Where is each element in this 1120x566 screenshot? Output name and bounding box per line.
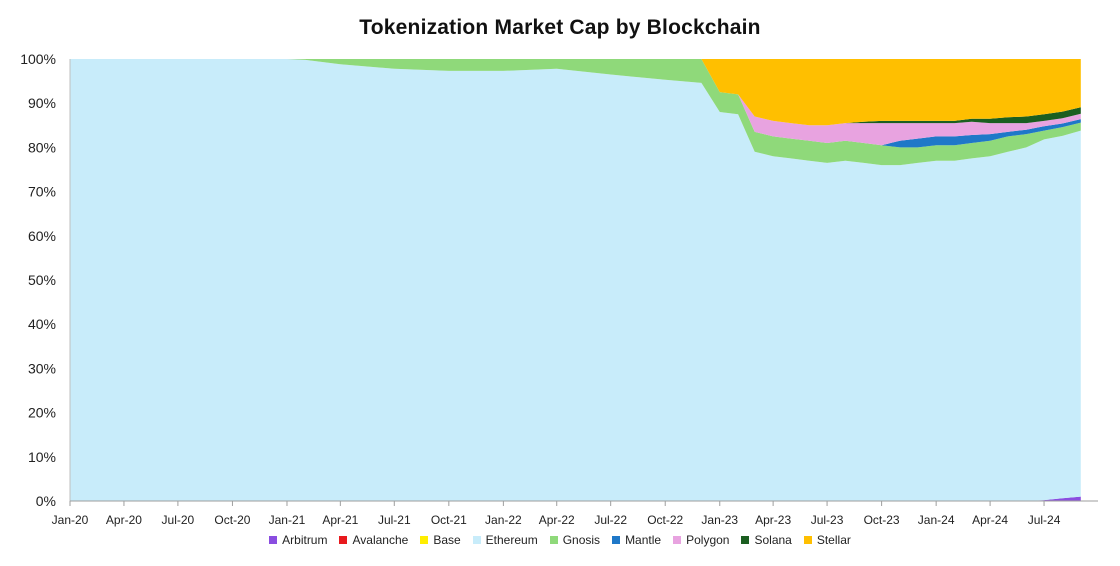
x-tick-label: Jan-21 (269, 513, 306, 527)
y-tick-label: 80% (28, 139, 56, 155)
plot-areas (70, 59, 1081, 501)
legend: Arbitrum Avalanche Base Ethereum Gnosis Mantl… (0, 533, 1120, 547)
legend-swatch (612, 536, 621, 544)
legend-item-mantle: Mantle (612, 533, 661, 547)
legend-label: Gnosis (562, 533, 601, 547)
legend-item-ethereum: Ethereum (472, 533, 538, 547)
x-tick-label: Oct-22 (647, 513, 683, 527)
legend-item-solana: Solana (741, 533, 792, 547)
legend-swatch (549, 536, 558, 544)
x-tick-label: Jan-20 (52, 513, 89, 527)
x-tick-label: Oct-23 (864, 513, 900, 527)
y-tick-label: 20% (28, 405, 56, 421)
x-tick-label: Jan-23 (701, 513, 738, 527)
x-tick-label: Jul-21 (378, 513, 411, 527)
x-tick-label: Jul-23 (811, 513, 844, 527)
legend-label: Arbitrum (282, 533, 328, 547)
legend-swatch (472, 536, 481, 544)
y-tick-label: 100% (20, 51, 56, 67)
x-tick-label: Oct-21 (431, 513, 467, 527)
y-tick-label: 10% (28, 449, 56, 465)
y-tick-label: 90% (28, 95, 56, 111)
x-tick-label: Apr-24 (972, 513, 1008, 527)
x-tick-label: Apr-22 (539, 513, 575, 527)
x-tick-label: Apr-20 (106, 513, 142, 527)
y-tick-label: 50% (28, 272, 56, 288)
y-tick-label: 0% (36, 493, 56, 509)
legend-label: Avalanche (352, 533, 409, 547)
legend-item-gnosis: Gnosis (549, 533, 601, 547)
x-tick-label: Jan-22 (485, 513, 522, 527)
y-tick-label: 70% (28, 184, 56, 200)
legend-swatch (269, 536, 278, 544)
legend-label: Polygon (686, 533, 730, 547)
legend-swatch (741, 536, 750, 544)
x-tick-label: Oct-20 (214, 513, 250, 527)
legend-label: Ethereum (485, 533, 538, 547)
legend-item-avalanche: Avalanche (339, 533, 408, 547)
legend-swatch (803, 536, 812, 544)
y-tick-label: 30% (28, 360, 56, 376)
area-mantle (70, 59, 1081, 148)
x-tick-label: Apr-21 (322, 513, 358, 527)
legend-item-stellar: Stellar (803, 533, 851, 547)
legend-item-arbitrum: Arbitrum (269, 533, 327, 547)
x-tick-label: Jul-22 (594, 513, 627, 527)
x-tick-label: Jul-20 (162, 513, 195, 527)
legend-label: Solana (754, 533, 792, 547)
legend-swatch (420, 536, 429, 544)
legend-label: Mantle (625, 533, 662, 547)
legend-swatch (339, 536, 348, 544)
axes: 0% 10% 20% 30% 40% 50% 60% 70% 80% 90% 100% Jan-20 A… (20, 51, 1098, 527)
y-tick-label: 40% (28, 316, 56, 332)
area-ethereum (70, 59, 1081, 501)
area-gnosis (70, 59, 1081, 166)
legend-item-base: Base (420, 533, 461, 547)
x-tick-label: Jan-24 (918, 513, 955, 527)
y-tick-label: 60% (28, 228, 56, 244)
legend-label: Stellar (816, 533, 851, 547)
chart-title: Tokenization Market Cap by Blockchain (359, 16, 761, 39)
legend-item-polygon: Polygon (673, 533, 729, 547)
x-tick-label: Apr-23 (755, 513, 791, 527)
legend-swatch (673, 536, 682, 544)
x-tick-label: Jul-24 (1028, 513, 1061, 527)
legend-label: Base (433, 533, 461, 547)
area-stellar (70, 59, 1081, 126)
